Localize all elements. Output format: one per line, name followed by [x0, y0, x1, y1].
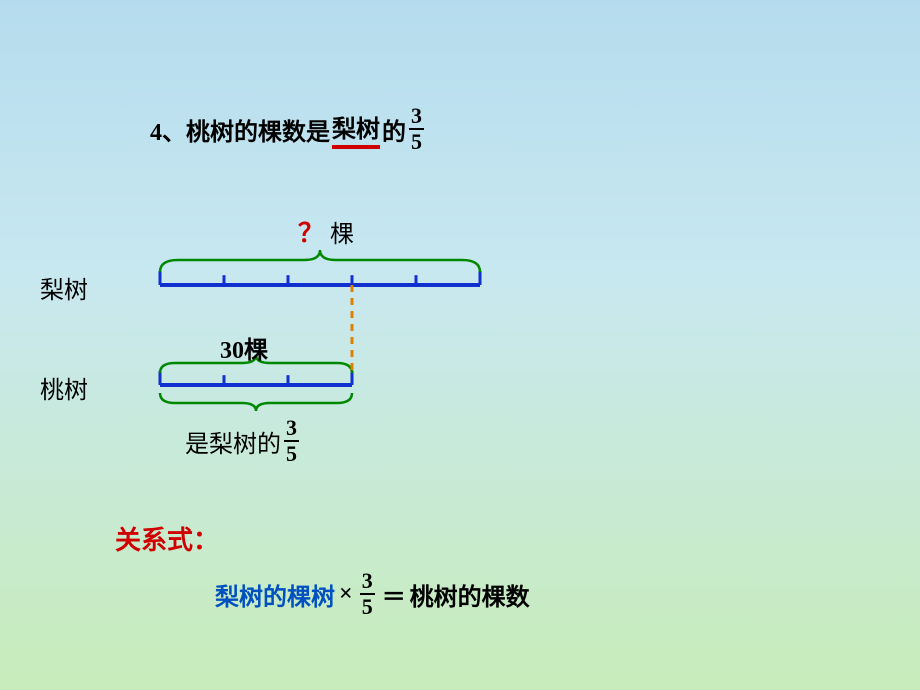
question-unit: 棵	[330, 222, 354, 248]
question-row: ？ 棵	[298, 213, 354, 250]
diagram: 梨树 桃树 ？ 棵 30棵 是梨树的 3 5	[40, 205, 680, 465]
eq-lhs: 梨树的棵树	[215, 577, 335, 612]
title-frac-num: 3	[409, 105, 424, 130]
eq-frac-den: 5	[362, 595, 373, 618]
question-mark: ？	[298, 219, 324, 248]
bottom-frac-num: 3	[284, 417, 299, 442]
bottom-fraction: 3 5	[284, 417, 299, 465]
eq-rhs: 桃树的棵数	[410, 577, 530, 612]
title-prefix: 4、桃树的棵数是	[150, 112, 330, 147]
pear-label: 梨树	[40, 270, 88, 305]
peach-count: 30棵	[220, 330, 268, 365]
peach-label: 桃树	[40, 370, 88, 405]
bottom-fraction-row: 是梨树的 3 5	[185, 417, 302, 465]
title-frac-den: 5	[411, 130, 422, 153]
equation: 梨树的棵树 × 3 5 ＝ 桃树的棵数	[215, 570, 530, 618]
eq-equals: ＝	[382, 577, 406, 612]
problem-title: 4、桃树的棵数是 梨树 的 3 5	[150, 105, 427, 153]
title-suffix: 的	[382, 112, 406, 147]
bottom-frac-den: 5	[286, 442, 297, 465]
eq-frac-num: 3	[360, 570, 375, 595]
title-fraction: 3 5	[409, 105, 424, 153]
eq-fraction: 3 5	[360, 570, 375, 618]
relation-label: 关系式：	[115, 520, 219, 557]
eq-times: ×	[339, 581, 353, 608]
diagram-svg	[40, 205, 680, 465]
bottom-prefix: 是梨树的	[185, 424, 281, 459]
title-underlined: 梨树	[332, 109, 380, 149]
